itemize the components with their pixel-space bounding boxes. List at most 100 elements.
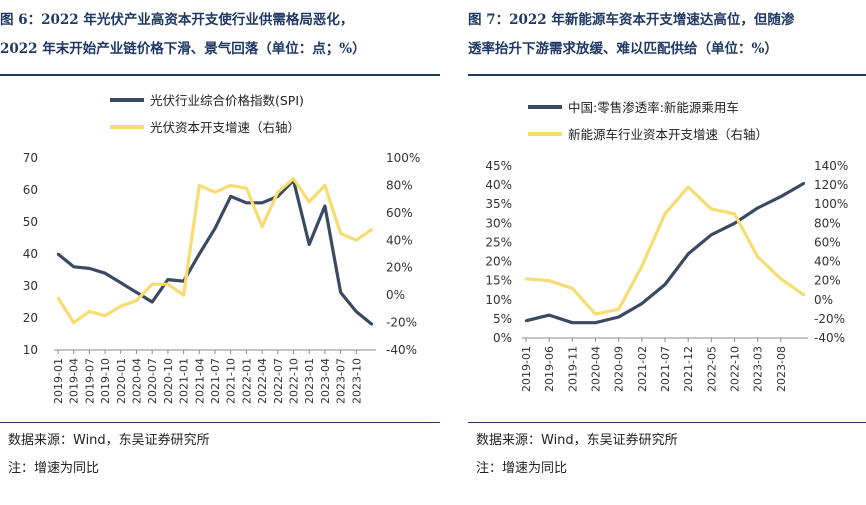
y-tick-label: 40 [23, 247, 38, 261]
series-line [56, 178, 374, 326]
x-tick-label: 2019-11 [566, 346, 579, 392]
data-point [663, 283, 667, 286]
series-line [56, 177, 373, 325]
data-point [213, 227, 217, 230]
data-point [229, 184, 232, 187]
y-tick-label: 20 [23, 311, 38, 325]
data-point [779, 277, 783, 280]
x-tick-label: 2020-10 [162, 358, 175, 404]
y2-tick-label: -40% [814, 331, 845, 345]
data-point [56, 296, 60, 300]
legend: 光伏行业综合价格指数(SPI) 光伏资本开支增速（右轴） [110, 93, 304, 135]
data-point [151, 300, 154, 304]
data-point [119, 304, 123, 308]
legend-label-1: 光伏行业综合价格指数(SPI) [150, 93, 304, 108]
x-tick-label: 2022-10 [288, 358, 301, 404]
data-point [524, 277, 528, 280]
data-point [323, 204, 327, 208]
figure-title: 图 7：2022 年新能源车资本开支增速达高位，但随渗 透率抬升下游需求放缓、难… [468, 6, 866, 64]
data-point [617, 315, 620, 319]
data-point [103, 314, 107, 317]
note-text: 注：增速为同比 [476, 461, 568, 476]
data-point [198, 252, 201, 256]
x-tick-label: 2021-07 [659, 346, 672, 392]
data-point [292, 177, 295, 180]
x-tick-label: 2022-07 [272, 358, 285, 404]
y-tick-label: 25% [485, 235, 512, 249]
y-tick-label: 0% [493, 331, 512, 345]
title-rule [0, 74, 440, 76]
data-point [370, 228, 374, 231]
figure-notes: 数据来源：Wind，东吴证券研究所 注：增速为同比 [8, 427, 210, 483]
data-point [198, 184, 201, 187]
y2-tick-label: 0% [386, 288, 405, 302]
source-text: 数据来源：Wind，东吴证券研究所 [476, 433, 678, 448]
x-tick-label: 2020-07 [146, 358, 159, 404]
data-point [339, 232, 342, 235]
x-tick-label: 2019-04 [68, 358, 81, 404]
x-tick-label: 2021-07 [209, 358, 222, 404]
figure-notes: 数据来源：Wind，东吴证券研究所 注：增速为同比 [476, 427, 678, 483]
y2-tick-label: 0% [814, 293, 833, 307]
data-point [72, 265, 75, 268]
y2-tick-label: 20% [814, 274, 841, 288]
data-point [594, 321, 597, 324]
data-point [88, 310, 91, 313]
data-point [151, 282, 154, 286]
legend-label-1: 中国:零售渗透率:新能源乘用车 [568, 100, 739, 115]
data-point [663, 212, 667, 215]
x-tick-label: 2019-06 [543, 346, 556, 392]
data-point [733, 222, 736, 225]
y2-tick-label: 80% [814, 216, 841, 230]
data-point [166, 282, 170, 286]
data-point [547, 279, 551, 282]
data-point [524, 319, 528, 322]
y2-tick-label: -20% [386, 316, 417, 330]
data-point [276, 191, 279, 194]
data-point [135, 291, 138, 294]
series-2 [524, 185, 806, 316]
left-figure: 图 6：2022 年光伏产业高资本开支使行业供需格局恶化， 2022 年末开始产… [0, 6, 440, 483]
data-point [686, 252, 690, 256]
title-line-2: 2022 年末开始产业链价格下滑、景气回落（单位：点；%） [0, 41, 366, 57]
data-point [571, 287, 574, 290]
y-tick-label: 40% [485, 178, 512, 192]
data-point [88, 267, 91, 270]
x-tick-label: 2023-07 [335, 358, 348, 404]
data-point [119, 281, 123, 284]
data-point [594, 312, 597, 316]
y-tick-label: 70 [23, 151, 38, 165]
x-tick-label: 2019-01 [52, 358, 65, 404]
x-tick-label: 2020-01 [115, 358, 128, 404]
data-point [103, 272, 107, 275]
figure-title: 图 6：2022 年光伏产业高资本开支使行业供需格局恶化， 2022 年末开始产… [0, 6, 440, 64]
y-tick-label: 30 [23, 279, 38, 293]
x-tick-label: 2019-07 [83, 358, 96, 404]
x-tick-label: 2022-04 [256, 358, 269, 404]
series-line [525, 181, 805, 325]
series-2 [56, 177, 374, 325]
y-tick-label: 30% [485, 216, 512, 230]
y-tick-label: 50 [23, 215, 38, 229]
data-point [135, 299, 138, 302]
data-point [260, 225, 264, 228]
y2-tick-label: 40% [814, 255, 841, 269]
data-point [686, 185, 690, 189]
x-tick-label: 2021-01 [178, 358, 191, 404]
data-point [802, 182, 806, 185]
y-tick-label: 20% [485, 255, 512, 269]
x-tick-label: 2022-05 [705, 346, 718, 392]
data-point [323, 184, 327, 187]
data-point [710, 233, 713, 236]
x-tick-label: 2022-01 [240, 358, 253, 404]
y2-tick-label: 100% [386, 151, 420, 165]
data-point [56, 252, 60, 256]
data-point [166, 278, 170, 281]
x-tick-label: 2023-01 [303, 358, 316, 404]
data-point [733, 212, 736, 215]
x-tick-label: 2020-09 [613, 346, 626, 392]
data-point [72, 321, 75, 324]
x-tick-label: 2021-04 [193, 358, 206, 404]
